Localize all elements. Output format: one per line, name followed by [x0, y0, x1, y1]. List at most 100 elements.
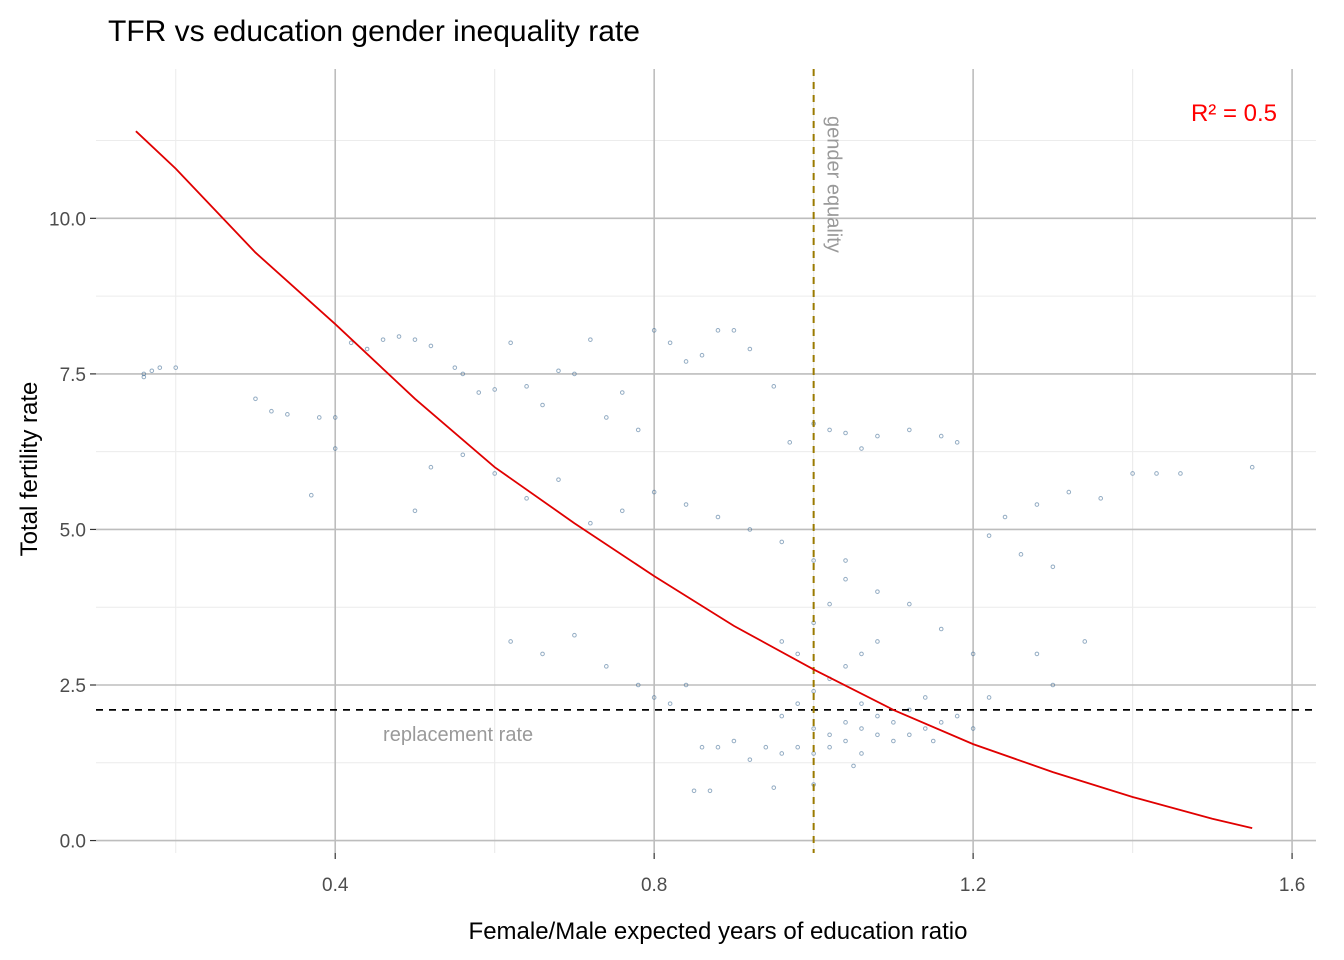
data-point	[699, 352, 705, 358]
data-point	[986, 533, 992, 538]
data-point	[269, 408, 274, 414]
data-point	[253, 396, 258, 402]
replacement-rate-label: replacement rate	[383, 724, 533, 746]
data-point	[412, 508, 418, 514]
data-point	[396, 334, 402, 339]
data-point	[604, 415, 609, 420]
data-point	[651, 695, 657, 700]
data-point	[843, 738, 848, 744]
data-point	[827, 427, 832, 433]
chart-title: TFR vs education gender inequality rate	[108, 15, 640, 48]
data-point	[348, 340, 354, 346]
data-point	[572, 371, 577, 377]
data-point	[524, 496, 529, 501]
data-point	[1130, 471, 1135, 476]
data-point	[875, 639, 880, 644]
y-tick-label: 0.0	[60, 832, 86, 853]
data-point	[428, 343, 434, 349]
data-point	[173, 365, 179, 370]
x-tick-label: 0.4	[322, 875, 349, 896]
data-point	[731, 738, 737, 744]
x-axis-title: Female/Male expected years of education …	[469, 918, 968, 945]
data-point	[667, 701, 673, 706]
data-point	[1002, 514, 1008, 520]
data-point	[731, 328, 737, 333]
fit-curve	[135, 130, 1253, 829]
data-point	[508, 340, 513, 346]
data-point	[922, 726, 928, 731]
data-point	[619, 508, 625, 514]
data-point	[460, 371, 466, 377]
data-point	[859, 651, 864, 657]
grid-major	[96, 69, 1316, 853]
gender-equality-label: gender equality	[823, 116, 845, 253]
data-point	[556, 477, 561, 482]
data-point	[771, 785, 777, 790]
data-point	[827, 744, 832, 750]
data-point	[635, 682, 641, 688]
data-point	[619, 390, 625, 395]
data-point	[651, 489, 657, 495]
data-point	[1082, 639, 1088, 644]
data-point	[930, 738, 936, 744]
data-point	[508, 639, 513, 644]
data-point	[380, 337, 386, 342]
data-point	[540, 651, 545, 657]
data-point	[795, 744, 800, 750]
data-point	[875, 732, 880, 738]
data-point	[683, 682, 689, 688]
data-point	[1249, 464, 1255, 470]
data-point	[460, 452, 466, 458]
data-point	[715, 328, 721, 333]
data-point	[715, 514, 721, 520]
data-point	[938, 433, 944, 439]
y-tick-label: 10.0	[49, 209, 86, 230]
data-point	[1178, 471, 1183, 476]
data-point	[667, 340, 673, 346]
data-point	[851, 763, 856, 769]
data-point	[332, 446, 338, 451]
data-point	[843, 576, 848, 582]
data-point	[651, 328, 657, 333]
data-point	[891, 720, 896, 725]
data-point	[332, 415, 338, 420]
data-point	[285, 412, 290, 417]
data-point	[492, 387, 497, 392]
data-point	[1018, 552, 1024, 557]
data-point	[1034, 651, 1040, 657]
y-axis-ticks: 0.0 2.5 5.0 7.5 10.0	[49, 209, 96, 853]
data-point	[795, 651, 800, 657]
data-point	[691, 788, 697, 794]
data-point	[875, 589, 880, 594]
data-point	[875, 433, 880, 439]
data-point	[1050, 564, 1056, 570]
data-point	[843, 664, 848, 669]
data-point	[452, 365, 458, 370]
data-point	[907, 732, 912, 738]
data-point	[1034, 502, 1040, 507]
data-point	[907, 601, 912, 607]
data-point	[779, 751, 785, 756]
data-point	[707, 788, 713, 794]
data-point	[1050, 682, 1056, 688]
data-point	[859, 751, 864, 756]
data-point	[308, 492, 314, 498]
data-point	[787, 440, 793, 445]
data-point	[970, 651, 976, 657]
data-point	[412, 337, 418, 342]
data-point	[428, 464, 434, 470]
data-point	[843, 720, 848, 725]
data-point	[715, 744, 721, 750]
data-point	[763, 744, 769, 750]
y-axis-title: Total fertility rate	[16, 382, 43, 557]
y-tick-label: 2.5	[60, 676, 86, 697]
r-squared-annotation: R² = 0.5	[1191, 100, 1277, 127]
y-tick-label: 7.5	[60, 365, 86, 386]
data-point	[970, 726, 976, 731]
x-tick-label: 0.8	[641, 875, 667, 896]
data-point	[588, 520, 593, 526]
data-point	[572, 632, 577, 638]
data-point	[683, 502, 689, 507]
data-point	[524, 384, 529, 389]
